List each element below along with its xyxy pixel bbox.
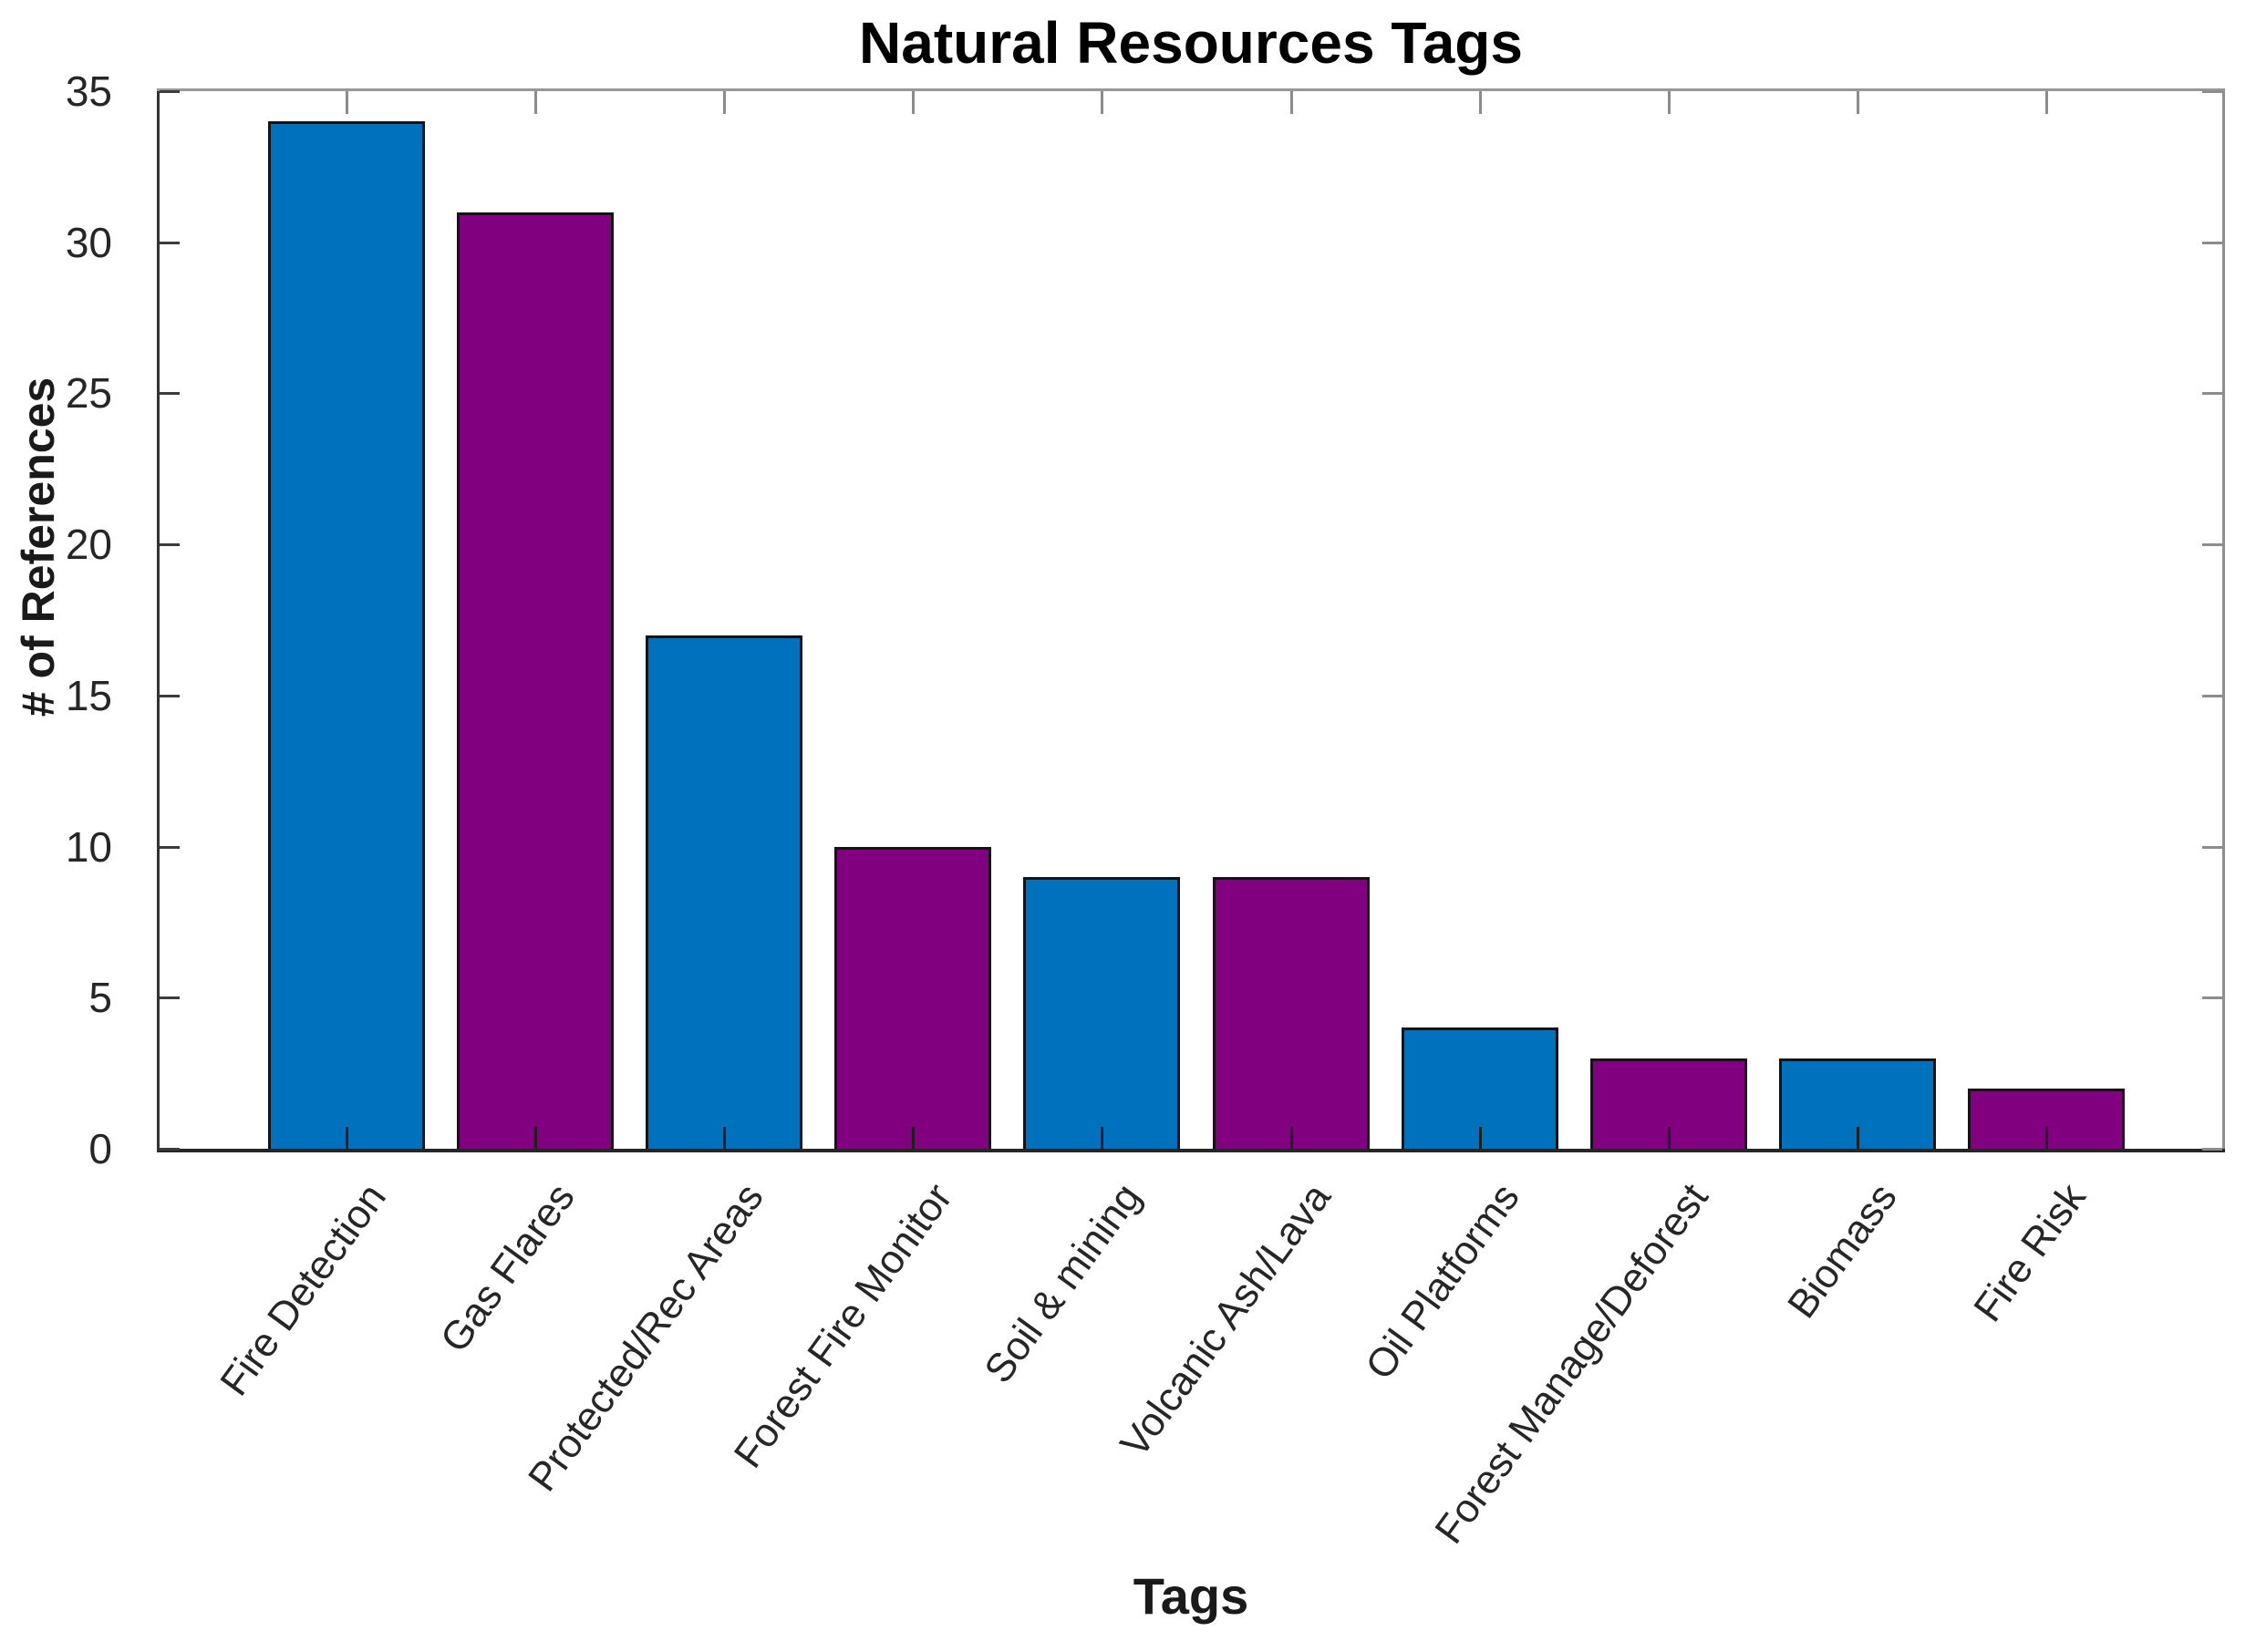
bar-volcanic-ash-lava: [1213, 877, 1370, 1149]
bar-gas-flares: [457, 212, 614, 1149]
x-tick-mark-top: [1479, 91, 1482, 114]
y-tick-label: 25: [65, 369, 112, 417]
x-tick-mark-top: [1290, 91, 1293, 114]
x-tick-mark: [2045, 1127, 2048, 1149]
x-tick-mark: [1479, 1127, 1482, 1149]
y-tick-label: 10: [65, 823, 112, 871]
y-tick-label: 30: [65, 219, 112, 266]
y-tick-mark: [160, 846, 180, 849]
y-tick-label: 0: [88, 1125, 112, 1172]
x-tick-mark-top: [534, 91, 537, 114]
axis-right: [2222, 91, 2225, 1149]
y-tick-mark: [160, 996, 180, 999]
x-tick-mark-top: [1857, 91, 1859, 114]
x-tick-mark-top: [1101, 91, 1103, 114]
y-tick-mark-right: [2202, 543, 2222, 546]
bar-fire-detection: [268, 121, 425, 1149]
y-tick-mark: [160, 90, 180, 93]
y-tick-label: 5: [88, 974, 112, 1021]
y-tick-mark-right: [2202, 996, 2222, 999]
y-tick-mark-right: [2202, 695, 2222, 697]
x-tick-mark-top: [346, 91, 348, 114]
x-tick-mark: [723, 1127, 726, 1149]
y-tick-label: 20: [65, 521, 112, 568]
y-tick-mark-right: [2202, 846, 2222, 849]
y-tick-mark-right: [2202, 242, 2222, 244]
y-tick-mark: [160, 543, 180, 546]
bar-protected-rec-areas: [646, 635, 802, 1149]
x-tick-mark: [1668, 1127, 1671, 1149]
bar-forest-fire-monitor: [834, 847, 991, 1149]
y-tick-label: 35: [65, 67, 112, 115]
x-tick-mark: [346, 1127, 348, 1149]
x-tick-mark-top: [2045, 91, 2048, 114]
x-tick-mark-top: [723, 91, 726, 114]
y-tick-mark: [160, 392, 180, 395]
x-tick-label: Fire Detection: [212, 1175, 395, 1404]
y-tick-mark-right: [2202, 392, 2222, 395]
x-tick-mark-top: [1668, 91, 1671, 114]
axis-top: [157, 88, 2225, 91]
axis-bottom: [157, 1149, 2225, 1152]
y-tick-mark: [160, 695, 180, 697]
y-tick-mark-right: [2202, 1148, 2222, 1151]
y-tick-mark: [160, 1148, 180, 1151]
x-tick-mark: [534, 1127, 537, 1149]
y-tick-label: 15: [65, 672, 112, 719]
x-tick-mark: [1857, 1127, 1859, 1149]
chart-title: Natural Resources Tags: [859, 10, 1523, 76]
y-tick-mark-right: [2202, 90, 2222, 93]
x-tick-mark-top: [912, 91, 915, 114]
y-tick-mark: [160, 242, 180, 244]
x-axis-label: Tags: [1133, 1567, 1249, 1625]
x-tick-mark: [1101, 1127, 1103, 1149]
bar-soil-mining: [1023, 877, 1180, 1149]
x-tick-mark: [1290, 1127, 1293, 1149]
axis-left: [157, 91, 160, 1152]
x-tick-mark: [912, 1127, 915, 1149]
